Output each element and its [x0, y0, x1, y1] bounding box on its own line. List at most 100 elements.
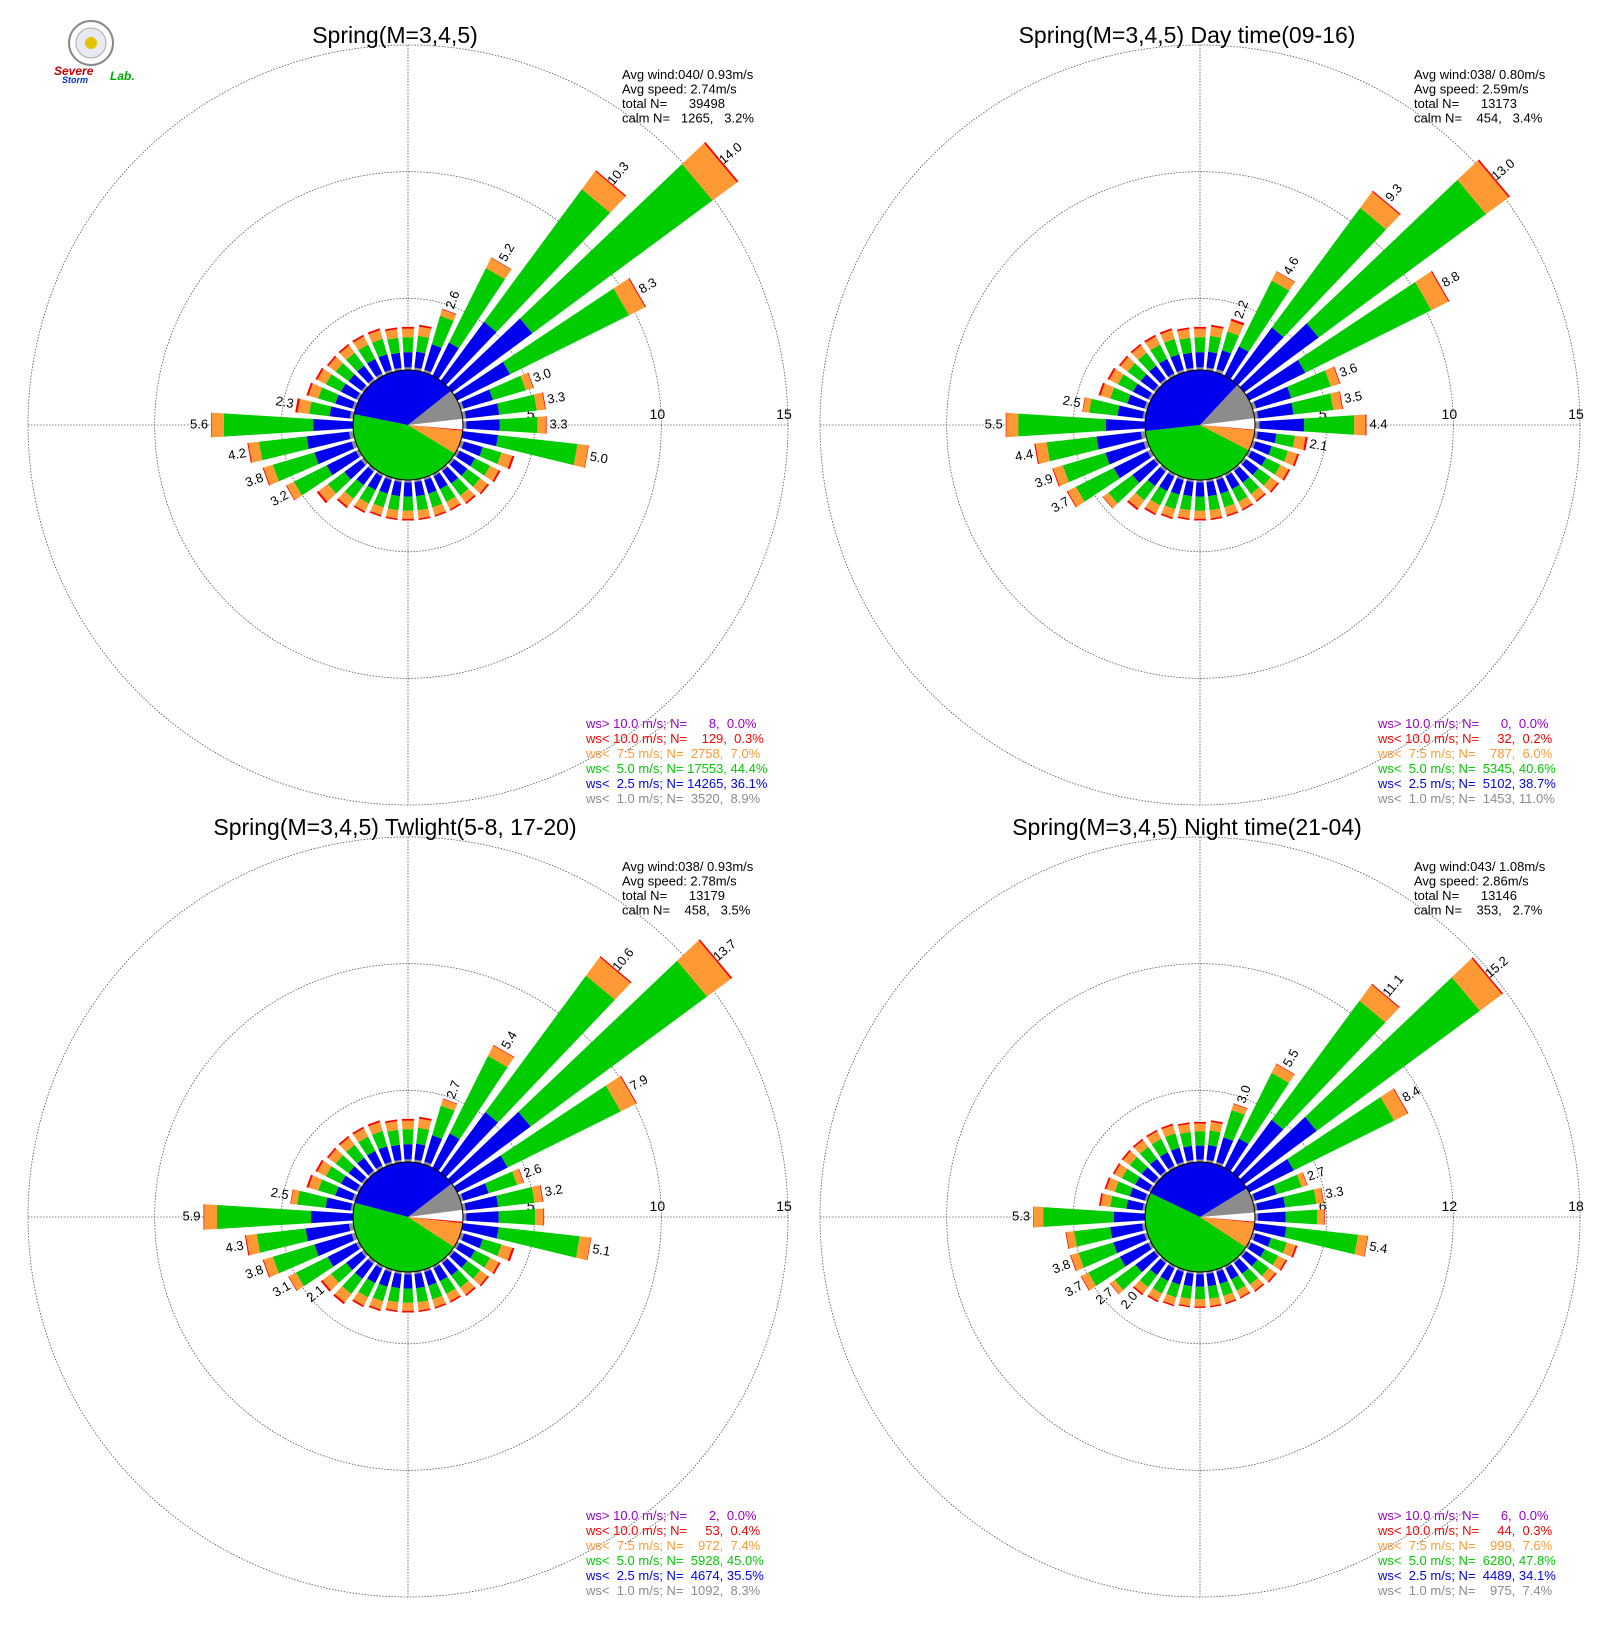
bar-220-seg-3 [1128, 492, 1145, 509]
bar-350-seg-1 [390, 1144, 402, 1161]
bar-140-seg-0 [440, 464, 448, 472]
ring-label-2: 15 [776, 406, 792, 422]
ring-label-2: 18 [1568, 1198, 1584, 1214]
bar-60-seg-2 [503, 288, 630, 375]
bar-280-seg-1 [329, 406, 351, 419]
bar-300-seg-1 [1135, 1176, 1152, 1192]
bar-80-seg-2 [496, 1187, 535, 1207]
bar-170-seg-4 [1210, 516, 1223, 521]
bar-30-seg-4 [1276, 271, 1296, 283]
bar-340-seg-4 [1159, 328, 1173, 335]
bar-150-seg-0 [432, 470, 440, 477]
panel-title: Spring(M=3,4,5) [312, 22, 478, 48]
bar-200-seg-4 [1160, 513, 1173, 520]
ring-label-1: 10 [650, 1198, 666, 1214]
bar-210-seg-3 [354, 498, 369, 512]
bar-10-seg-2 [416, 1127, 430, 1146]
legend-entry-0: ws> 10.0 m/s; N= 2, 0.0% [585, 1508, 757, 1523]
bar-50-seg-3 [1451, 958, 1502, 1011]
bar-110-seg-3 [497, 1244, 513, 1261]
logo-text-storm: Storm [62, 75, 88, 85]
bar-270-seg-3 [204, 1204, 217, 1230]
bar-230-seg-4 [1102, 496, 1113, 509]
bar-230-seg-1 [346, 1251, 366, 1271]
bar-40-seg-4 [599, 956, 632, 984]
bar-50-seg-1 [447, 1111, 531, 1185]
bar-190-seg-3 [1178, 1297, 1191, 1307]
bar-50-seg-2 [520, 164, 713, 334]
bar-310-seg-0 [1153, 385, 1161, 393]
bar-160-seg-4 [1225, 1299, 1237, 1305]
bar-50-seg-4 [704, 141, 739, 183]
bar-0-seg-2 [402, 337, 414, 353]
bar-310-seg-3 [328, 356, 343, 372]
bar-10-seg-2 [1208, 335, 1222, 354]
bar-50-seg-1 [447, 318, 533, 393]
bar-70-seg-3 [520, 372, 534, 391]
bar-150-seg-2 [1231, 1275, 1246, 1291]
bar-0-seg-1 [403, 1144, 413, 1160]
bar-280-seg-3 [297, 398, 312, 414]
bar-310-seg-0 [361, 1177, 369, 1185]
bar-320-seg-3 [339, 1137, 355, 1152]
bar-110-seg-0 [1250, 1232, 1256, 1241]
ring-label-0: 5 [527, 406, 535, 422]
bar-200-seg-2 [373, 490, 388, 508]
bar-50-seg-4 [698, 939, 733, 979]
bar-210-seg-1 [1160, 1264, 1175, 1282]
bar-150-seg-0 [1224, 470, 1232, 477]
bar-170-seg-2 [416, 1286, 429, 1303]
bar-120-seg-2 [470, 1250, 491, 1268]
bar-220-seg-0 [367, 1256, 376, 1264]
bar-90-seg-2 [499, 416, 538, 434]
bar-350-seg-3 [1178, 1123, 1191, 1134]
bar-label-280: 2.5 [270, 1184, 290, 1202]
stat-line-3: calm N= 458, 3.5% [622, 903, 751, 918]
bar-110-seg-1 [461, 1233, 483, 1249]
bar-200-seg-0 [384, 1267, 393, 1273]
bar-0-seg-0 [404, 367, 412, 370]
bar-260-seg-0 [349, 431, 355, 439]
bar-280-seg-1 [1117, 405, 1144, 419]
bar-300-seg-2 [325, 1166, 346, 1184]
bar-110-seg-2 [1268, 1237, 1287, 1254]
bar-240-seg-3 [1081, 1272, 1097, 1291]
pie-slice-5 [1200, 1217, 1255, 1223]
bar-330-seg-0 [1168, 373, 1176, 380]
bar-150-seg-0 [1224, 1262, 1232, 1269]
bar-90-seg-4 [1324, 1209, 1325, 1225]
bar-110-seg-2 [479, 447, 502, 465]
bar-90-seg-0 [463, 1213, 467, 1221]
bar-130-seg-3 [473, 1270, 488, 1286]
bar-label-260: 4.3 [224, 1238, 244, 1256]
bar-120-seg-3 [1274, 464, 1289, 480]
bar-330-seg-3 [353, 336, 369, 351]
bar-240-seg-3 [288, 1272, 304, 1291]
pie-slice-2 [1144, 369, 1238, 432]
bar-180-seg-2 [402, 496, 414, 511]
bar-90-seg-4 [545, 416, 547, 434]
bar-label-60: 8.3 [636, 274, 659, 296]
bar-label-240: 3.2 [268, 487, 291, 509]
bar-30-seg-1 [432, 1133, 460, 1172]
bar-70-seg-4 [527, 372, 534, 389]
pie-slice-0 [408, 1209, 464, 1222]
bar-250-seg-0 [351, 440, 358, 449]
bar-100-seg-4 [586, 1237, 592, 1261]
bar-250-seg-1 [1113, 1233, 1147, 1254]
bar-270-seg-1 [311, 1210, 353, 1224]
bar-20-seg-4 [442, 308, 457, 315]
stat-line-1: Avg speed: 2.78m/s [622, 874, 737, 889]
legend-guide-line [1416, 1511, 1465, 1545]
bar-190-seg-1 [1183, 1272, 1194, 1287]
bar-160-seg-0 [423, 1267, 431, 1273]
bar-220-seg-2 [1135, 480, 1155, 501]
bar-label-20: 2.6 [442, 289, 462, 311]
bar-130-seg-4 [479, 483, 490, 495]
bar-90-seg-3 [1354, 414, 1366, 436]
bar-30-seg-3 [1271, 1064, 1295, 1083]
bar-110-seg-0 [1250, 440, 1256, 449]
bar-300-seg-0 [356, 392, 363, 401]
bar-210-seg-4 [1144, 507, 1156, 516]
